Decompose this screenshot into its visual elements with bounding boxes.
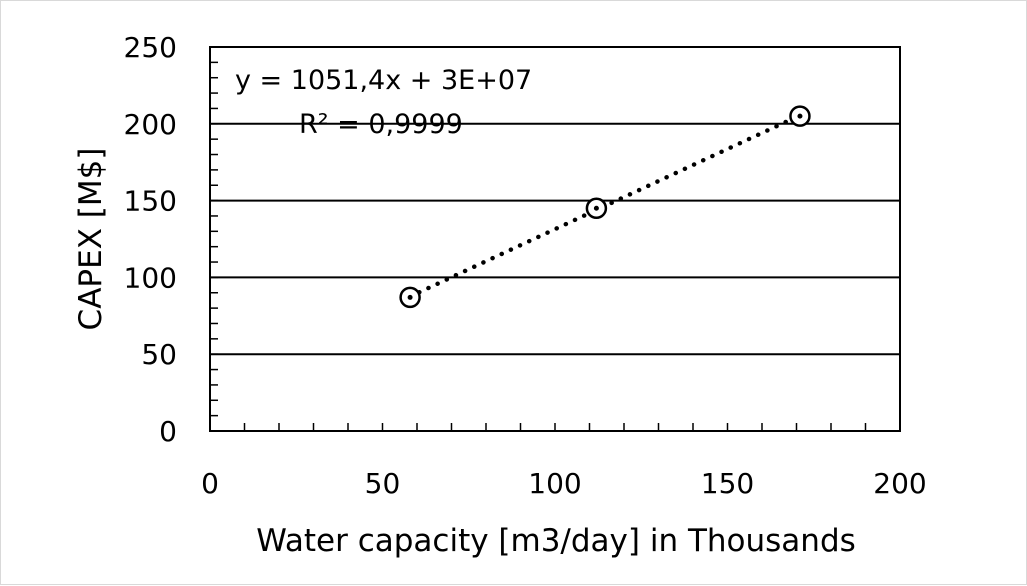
data-points	[399, 105, 811, 309]
plot-area-border	[209, 46, 901, 432]
trendline	[407, 113, 803, 299]
y-tick-label: 250	[124, 31, 177, 64]
x-tick-label: 150	[701, 467, 754, 500]
x-tick-label: 50	[365, 467, 401, 500]
data-point-center	[593, 205, 599, 211]
trendline-layer	[407, 113, 803, 299]
x-tick-label: 200	[873, 467, 926, 500]
x-tick-labels: 0 50 100 150 200	[201, 467, 927, 500]
data-point-center	[407, 294, 413, 300]
x-axis-title: Water capacity [m3/day] in Thousands	[256, 523, 856, 559]
y-axis-title: CAPEX [M$]	[73, 148, 109, 331]
trendline-equation: y = 1051,4x + 3E+07	[235, 65, 532, 96]
y-tick-label: 50	[141, 338, 177, 371]
axes	[209, 46, 901, 432]
y-tick-label: 150	[124, 185, 177, 218]
trendline-r-squared: R² = 0,9999	[299, 109, 463, 140]
y-tick-label: 0	[159, 415, 177, 448]
y-tick-label: 200	[124, 108, 177, 141]
y-tick-labels: 0 50 100 150 200 250	[124, 31, 177, 448]
gridlines	[210, 122, 900, 356]
data-point-center	[797, 113, 803, 119]
y-tick-label: 100	[124, 261, 177, 294]
x-tick-label: 100	[528, 467, 581, 500]
x-tick-label: 0	[201, 467, 219, 500]
axis-ticks	[210, 61, 867, 431]
